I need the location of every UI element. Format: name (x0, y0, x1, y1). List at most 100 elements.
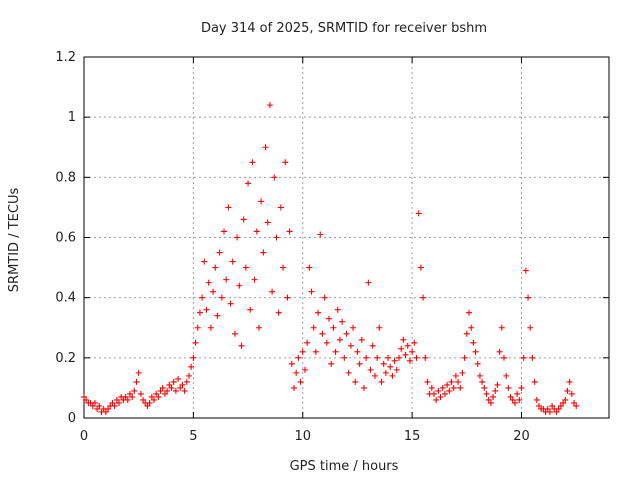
data-point (247, 306, 254, 313)
data-point (238, 342, 245, 349)
data-point (221, 228, 227, 235)
data-point (231, 330, 238, 337)
data-point (194, 324, 201, 331)
data-point (496, 348, 503, 355)
data-point (437, 393, 444, 400)
data-point (111, 402, 118, 409)
data-point (135, 369, 142, 376)
data-point (249, 159, 256, 166)
data-point (317, 231, 324, 238)
data-point (343, 330, 350, 337)
data-point (485, 396, 492, 403)
data-point (361, 384, 367, 391)
x-tick-label: 15 (404, 429, 421, 444)
data-point (378, 378, 385, 385)
data-point (409, 348, 416, 355)
data-point (531, 378, 538, 385)
data-point (122, 393, 129, 400)
data-point (369, 342, 376, 349)
data-point (312, 348, 319, 355)
data-point (83, 396, 90, 403)
data-point (96, 402, 103, 409)
grid (84, 57, 609, 418)
data-point (470, 339, 477, 346)
data-point (468, 324, 475, 331)
chart-title: Day 314 of 2025, SRMTID for receiver bsh… (201, 21, 487, 36)
data-point (201, 258, 208, 265)
data-point (133, 378, 140, 385)
data-point (566, 378, 573, 385)
data-point (564, 387, 571, 394)
data-point (347, 342, 354, 349)
data-point (216, 249, 223, 256)
data-point (177, 384, 184, 391)
data-point (385, 354, 392, 361)
data-point (533, 396, 540, 403)
data-point (94, 405, 101, 412)
data-point (205, 279, 212, 286)
data-point (234, 234, 241, 241)
data-point (549, 402, 556, 409)
data-point (479, 378, 486, 385)
data-point (269, 288, 276, 295)
y-tick-label: 0 (68, 411, 76, 426)
data-point (310, 324, 317, 331)
data-point (391, 357, 398, 364)
data-point (444, 381, 451, 388)
data-point (260, 249, 267, 256)
data-point (389, 372, 396, 379)
data-point (229, 258, 236, 265)
data-point (354, 348, 361, 355)
data-point (463, 330, 470, 337)
data-point (164, 387, 171, 394)
data-point (186, 372, 192, 379)
data-point (256, 324, 262, 331)
data-point (89, 402, 96, 409)
data-point (398, 345, 405, 352)
data-point (525, 294, 532, 301)
data-point (422, 354, 429, 361)
data-point (400, 336, 407, 343)
data-point (433, 396, 440, 403)
data-point (341, 354, 348, 361)
data-point (271, 174, 278, 181)
data-point (358, 336, 365, 343)
data-point (483, 390, 490, 397)
data-point (109, 399, 116, 406)
data-point (124, 396, 131, 403)
data-point (328, 360, 335, 367)
data-point (140, 396, 147, 403)
data-point (365, 279, 372, 286)
data-point (299, 348, 306, 355)
data-point (507, 393, 514, 400)
data-point (487, 399, 494, 406)
data-point (544, 405, 551, 412)
data-point (116, 399, 122, 406)
data-point (275, 309, 282, 316)
data-point (568, 390, 575, 397)
data-point (536, 402, 542, 409)
data-point (466, 309, 472, 316)
data-point (555, 405, 562, 412)
data-point (363, 354, 370, 361)
data-point (161, 390, 168, 397)
data-point (308, 288, 315, 295)
data-point (207, 324, 214, 331)
data-point (196, 309, 203, 316)
data-point (188, 363, 195, 370)
data-point (476, 372, 483, 379)
data-point (321, 294, 328, 301)
data-point (387, 363, 394, 370)
data-point (439, 384, 446, 391)
data-point (280, 264, 287, 271)
data-point (571, 399, 577, 406)
y-tick-label: 1 (68, 110, 76, 125)
data-point (457, 384, 464, 391)
data-point (330, 324, 337, 331)
data-point (227, 300, 234, 307)
data-point (505, 384, 512, 391)
data-point (319, 330, 326, 337)
data-point (336, 336, 343, 343)
data-point (406, 357, 413, 364)
data-point (192, 339, 199, 346)
